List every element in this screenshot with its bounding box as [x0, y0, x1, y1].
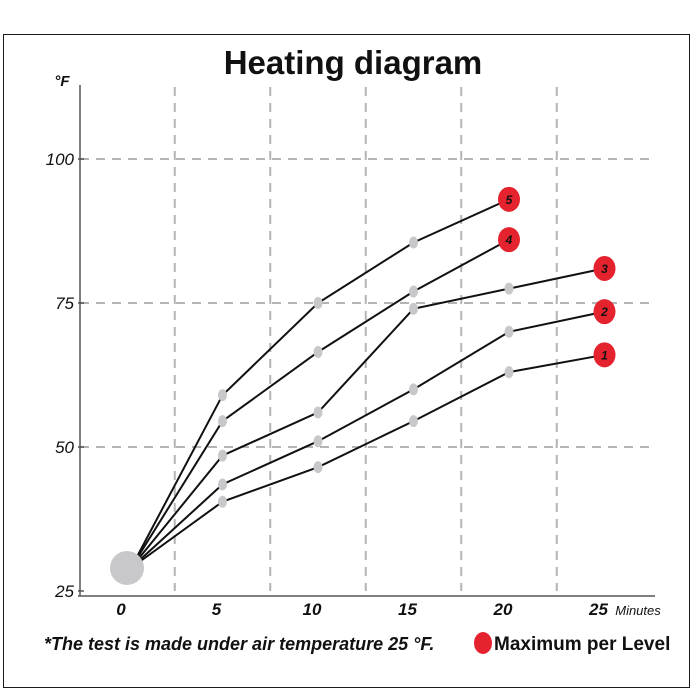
x-tick-label: 10 — [303, 600, 322, 619]
data-point — [313, 435, 323, 448]
max-marker-label: 3 — [601, 262, 608, 276]
max-marker-1 — [593, 342, 616, 368]
x-tick-label: 20 — [493, 600, 513, 619]
data-point — [313, 406, 323, 419]
data-point — [313, 345, 323, 358]
max-marker-label: 5 — [506, 193, 513, 207]
data-point — [409, 236, 418, 249]
max-marker-5 — [498, 186, 520, 212]
data-point — [409, 285, 418, 298]
data-point — [504, 325, 514, 338]
series-lines — [130, 198, 605, 569]
footnote: *The test is made under air temperature … — [44, 634, 434, 654]
y-tick-label: 100 — [46, 150, 75, 169]
legend-label: Maximum per Level — [494, 634, 670, 655]
x-axis-unit: Minutes — [615, 603, 661, 618]
series-points — [110, 236, 514, 585]
max-marker-3 — [593, 255, 616, 281]
data-point — [409, 302, 418, 315]
data-point — [313, 461, 323, 474]
max-marker-4 — [498, 227, 520, 253]
series-line-3 — [130, 267, 605, 569]
y-tick-label: 75 — [55, 294, 74, 313]
max-marker-label: 1 — [601, 348, 608, 362]
x-tick-label: 25 — [588, 600, 608, 619]
series-line-4 — [130, 238, 510, 569]
x-tick-label: 0 — [116, 600, 126, 619]
y-tick-label: 50 — [55, 438, 74, 457]
data-point — [218, 449, 227, 462]
chart-title: Heating diagram — [224, 44, 483, 81]
max-marker-label: 4 — [505, 233, 513, 247]
data-point — [409, 415, 418, 428]
data-point — [218, 478, 227, 491]
max-markers: 1 2 3 4 5 — [498, 186, 616, 368]
y-axis-unit: °F — [54, 73, 70, 90]
data-point — [218, 495, 227, 508]
max-marker-2 — [593, 299, 616, 325]
y-tick-label: 25 — [54, 582, 74, 601]
legend-marker — [474, 632, 492, 654]
grid-lines — [80, 87, 655, 591]
x-tick-label: 15 — [398, 600, 417, 619]
data-point — [504, 282, 514, 295]
origin-point — [110, 550, 144, 585]
x-tick-label: 5 — [212, 600, 222, 619]
series-line-1 — [130, 353, 605, 569]
axes — [78, 85, 655, 597]
max-marker-label: 2 — [600, 305, 608, 319]
data-point — [409, 383, 418, 396]
series-line-5 — [130, 198, 510, 569]
data-point — [218, 415, 227, 428]
data-point — [313, 297, 323, 309]
data-point — [218, 389, 227, 402]
chart-frame — [3, 34, 690, 688]
series-line-2 — [130, 310, 605, 569]
data-point — [504, 366, 514, 379]
